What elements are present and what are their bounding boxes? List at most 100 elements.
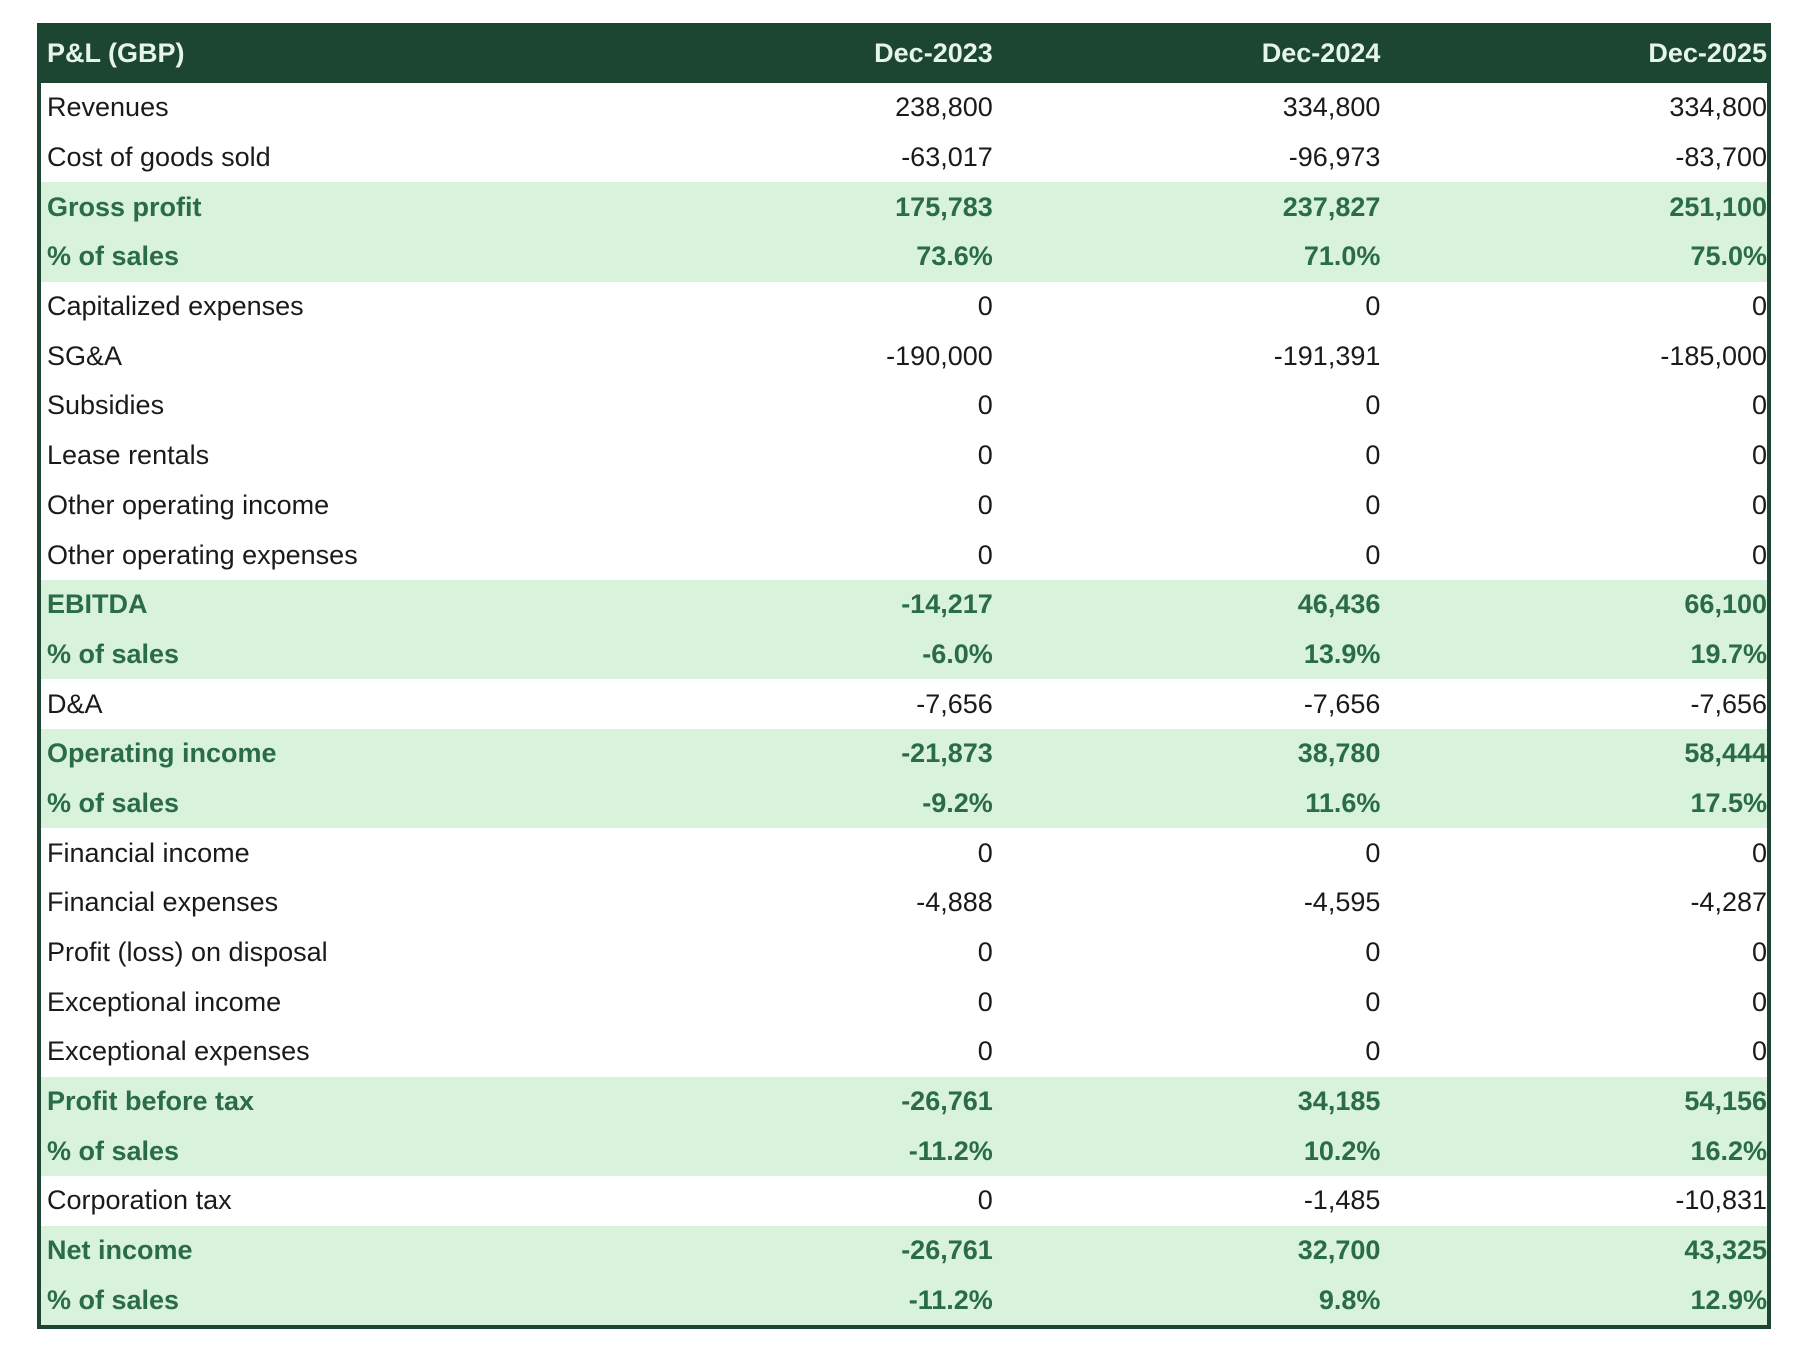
cell-value: -96,973 <box>1288 142 1381 173</box>
table-row: Gross profit 175,783 237,827 251,100 <box>41 182 1767 233</box>
row-label: % of sales <box>47 1135 180 1166</box>
table-row: Subsidies 0 0 0 <box>41 381 1767 431</box>
row-label: Exceptional expenses <box>47 1036 310 1067</box>
cell-value: 0 <box>1751 539 1767 570</box>
cell-value: 0 <box>977 440 993 471</box>
cell-value: 0 <box>977 489 993 520</box>
cell-value: 0 <box>1365 291 1381 322</box>
cell-value: 0 <box>1365 1036 1381 1067</box>
cell-value: 0 <box>977 539 993 570</box>
row-label: Other operating expenses <box>47 539 358 570</box>
cell-value: -63,017 <box>901 142 993 173</box>
cell-value: 0 <box>1751 837 1767 868</box>
cell-value: 0 <box>977 986 993 1017</box>
table-row: Financial expenses -4,888 -4,595 -4,287 <box>41 878 1767 928</box>
row-label: % of sales <box>47 638 180 669</box>
row-label: D&A <box>47 688 103 719</box>
row-label: Other operating income <box>47 489 330 520</box>
cell-value: 71.0% <box>1303 241 1381 272</box>
cell-value: 0 <box>1365 986 1381 1017</box>
cell-value: 0 <box>1365 837 1381 868</box>
cell-value: 0 <box>977 837 993 868</box>
cell-value: 0 <box>1365 440 1381 471</box>
cell-value: -26,761 <box>901 1086 993 1117</box>
table-row: EBITDA -14,217 46,436 66,100 <box>41 579 1767 630</box>
header-column: Dec-2024 <box>1261 37 1381 68</box>
table-row: Financial income 0 0 0 <box>41 828 1767 878</box>
row-label: % of sales <box>47 241 180 272</box>
cell-value: 32,700 <box>1297 1235 1381 1266</box>
table-header: P&L (GBP) Dec-2023 Dec-2024 Dec-2025 <box>37 23 1771 83</box>
cell-value: 0 <box>1751 489 1767 520</box>
table-row: Other operating income 0 0 0 <box>41 481 1767 531</box>
table-row: Cost of goods sold -63,017 -96,973 -83,700 <box>41 133 1767 183</box>
row-label: Cost of goods sold <box>47 142 271 173</box>
cell-value: 10.2% <box>1303 1135 1381 1166</box>
cell-value: -7,656 <box>916 688 993 719</box>
row-label: Financial expenses <box>47 887 279 918</box>
table-row: SG&A -190,000 -191,391 -185,000 <box>41 331 1767 381</box>
row-label: Exceptional income <box>47 986 282 1017</box>
cell-value: -83,700 <box>1675 142 1767 173</box>
cell-value: 0 <box>977 937 993 968</box>
cell-value: 0 <box>1751 291 1767 322</box>
row-label: Profit before tax <box>47 1086 255 1117</box>
cell-value: 0 <box>977 1185 993 1216</box>
cell-value: 13.9% <box>1303 638 1381 669</box>
cell-value: 0 <box>1751 1036 1767 1067</box>
cell-value: -4,888 <box>916 887 993 918</box>
cell-value: 0 <box>1751 390 1767 421</box>
table-row: % of sales 73.6% 71.0% 75.0% <box>41 232 1767 282</box>
cell-value: 0 <box>1365 937 1381 968</box>
row-label: EBITDA <box>47 589 148 620</box>
cell-value: 43,325 <box>1684 1235 1767 1266</box>
cell-value: -7,656 <box>1303 688 1381 719</box>
cell-value: -26,761 <box>901 1235 993 1266</box>
cell-value: -6.0% <box>922 638 993 669</box>
table-row: Profit before tax -26,761 34,185 54,156 <box>41 1076 1767 1127</box>
cell-value: -7,656 <box>1690 688 1767 719</box>
cell-value: -10,831 <box>1675 1185 1767 1216</box>
cell-value: 0 <box>1751 937 1767 968</box>
row-label: Gross profit <box>47 191 202 222</box>
cell-value: -185,000 <box>1660 340 1767 371</box>
row-label: Subsidies <box>47 390 165 421</box>
table-row: Net income -26,761 32,700 43,325 <box>41 1225 1767 1276</box>
cell-value: 0 <box>1751 440 1767 471</box>
header-column: Dec-2023 <box>874 37 993 68</box>
cell-value: -11.2% <box>908 1135 993 1166</box>
cell-value: 11.6% <box>1305 787 1381 818</box>
table-row: Exceptional expenses 0 0 0 <box>41 1027 1767 1077</box>
cell-value: 0 <box>1751 986 1767 1017</box>
cell-value: -9.2% <box>922 787 993 818</box>
table-row: Other operating expenses 0 0 0 <box>41 530 1767 580</box>
table-row: Profit (loss) on disposal 0 0 0 <box>41 928 1767 978</box>
cell-value: 19.7% <box>1690 638 1767 669</box>
row-label: % of sales <box>47 787 180 818</box>
header-title: P&L (GBP) <box>47 37 185 68</box>
table-row: Operating income -21,873 38,780 58,444 <box>41 728 1767 779</box>
row-label: Capitalized expenses <box>47 291 304 322</box>
cell-value: 38,780 <box>1297 738 1381 769</box>
cell-value: 175,783 <box>895 191 993 222</box>
table-row: Lease rentals 0 0 0 <box>41 431 1767 481</box>
cell-value: 237,827 <box>1282 191 1381 222</box>
cell-value: 75.0% <box>1690 241 1767 272</box>
cell-value: 12.9% <box>1690 1284 1767 1315</box>
cell-value: 9.8% <box>1318 1284 1381 1315</box>
table-row: % of sales -11.2% 9.8% 12.9% <box>41 1275 1767 1326</box>
row-label: Net income <box>47 1235 193 1266</box>
pnl-table: P&L (GBP) Dec-2023 Dec-2024 Dec-2025 Rev… <box>37 23 1771 1330</box>
cell-value: 73.6% <box>916 241 993 272</box>
row-label: Profit (loss) on disposal <box>47 937 328 968</box>
cell-value: 17.5% <box>1690 787 1767 818</box>
cell-value: -21,873 <box>901 738 993 769</box>
cell-value: 16.2% <box>1690 1135 1767 1166</box>
cell-value: -4,595 <box>1303 887 1381 918</box>
cell-value: 0 <box>977 390 993 421</box>
cell-value: 0 <box>1365 390 1381 421</box>
table-row: Revenues 238,800 334,800 334,800 <box>41 83 1767 133</box>
cell-value: -190,000 <box>886 340 993 371</box>
cell-value: 251,100 <box>1669 191 1767 222</box>
cell-value: -191,391 <box>1273 340 1381 371</box>
